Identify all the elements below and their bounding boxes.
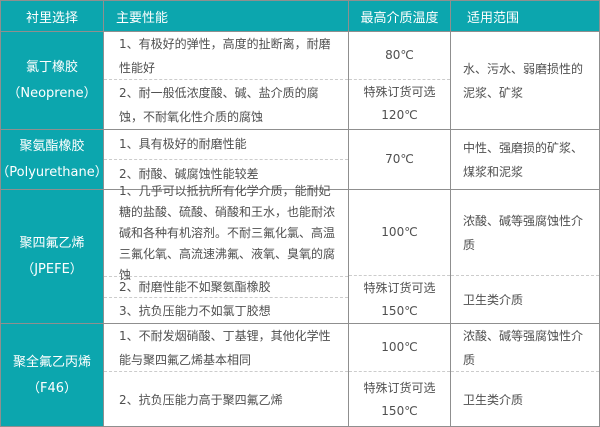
header-lining: 衬里选择 [1, 1, 104, 31]
performance-cell: 1、几乎可以抵抗所有化学介质，能耐妃糖的盐酸、硫酸、硝酸和王水，也能耐浓碱和各种… [104, 184, 349, 323]
performance-item: 2、耐一般低浓度酸、碱、盐介质的腐蚀，不耐氧化性介质的腐蚀 [119, 85, 319, 124]
performance-item: 2、耐磨性能不如聚氨酯橡胶 [104, 277, 348, 298]
temp-value: 100℃ [349, 190, 450, 277]
performance-item: 1、有极好的弹性，高度的扯断离，耐磨性能好 [104, 32, 348, 80]
performance-cell: 1、有极好的弹性，高度的扯断离，耐磨性能好 2、耐一般低浓度酸、碱、盐介质的腐蚀… [104, 32, 349, 129]
temp-line: 特殊订货可选 [363, 85, 436, 100]
material-latin-name: （JPEFE） [21, 261, 83, 277]
material-name-cell: 聚全氟乙丙烯 （F46） [1, 324, 104, 426]
temp-value: 70℃ [349, 130, 450, 189]
temp-value: 80℃ [349, 32, 450, 80]
max-temp-cell: 100℃ 特殊订货可选 150℃ [349, 324, 451, 426]
max-temp-cell: 80℃ 特殊订货可选 120℃ [349, 32, 451, 129]
material-latin-name: （Neoprene） [7, 85, 97, 101]
temp-line: 150℃ [381, 404, 418, 418]
performance-item: 3、抗负压能力不如氯丁胶想 [119, 303, 271, 318]
temp-value: 100℃ [349, 324, 450, 372]
table-row-ptfe: 聚四氟乙烯 （JPEFE） 1、几乎可以抵抗所有化学介质，能耐妃糖的盐酸、硫酸、… [1, 184, 599, 323]
performance-item: 1、不耐发烟硝酸、丁基锂，其他化学性能与聚四氟乙烯基本相同 [104, 324, 348, 372]
temp-value: 特殊订货可选 120℃ [349, 80, 450, 129]
range-value: 浓酸、碱等强腐蚀性介质 [451, 190, 599, 277]
header-performance-label: 主要性能 [116, 10, 169, 26]
performance-item: 2、抗负压能力高于聚四氟乙烯 [119, 393, 283, 407]
range-cell: 浓酸、碱等强腐蚀性介质 卫生类介质 [451, 324, 599, 426]
temp-line: 100℃ [381, 225, 418, 240]
temp-line: 150℃ [381, 303, 418, 318]
range-cell: 水、污水、弱磨损性的泥浆、矿浆 [451, 32, 599, 129]
range-value: 卫生类介质 [463, 393, 524, 407]
material-name-cell: 聚氨酯橡胶 （Polyurethane） [1, 130, 108, 189]
material-latin-name: （Polyurethane） [0, 164, 108, 180]
header-range-label: 适用范围 [467, 10, 520, 26]
table-header-row: 衬里选择 主要性能 最高介质温度 适用范围 [1, 1, 599, 31]
material-name-cell: 聚四氟乙烯 （JPEFE） [1, 190, 104, 323]
material-name: 聚全氟乙丙烯 [12, 355, 91, 370]
range-value: 水、污水、弱磨损性的泥浆、矿浆 [463, 61, 584, 100]
temp-line: 120℃ [381, 108, 418, 123]
performance-item: 1、几乎可以抵抗所有化学介质，能耐妃糖的盐酸、硫酸、硝酸和王水，也能耐浓碱和各种… [104, 184, 348, 282]
max-temp-cell: 100℃ 特殊订货可选 150℃ [349, 190, 451, 323]
performance-cell: 1、具有极好的耐磨性能 2、耐酸、碱腐蚀性能较差 [104, 130, 349, 189]
material-name-cell: 氯丁橡胶 （Neoprene） [1, 32, 104, 129]
table-row-fep: 聚全氟乙丙烯 （F46） 1、不耐发烟硝酸、丁基锂，其他化学性能与聚四氟乙烯基本… [1, 323, 599, 426]
temp-line: 80℃ [385, 47, 414, 62]
header-range: 适用范围 [451, 1, 599, 31]
max-temp-cell: 70℃ [349, 130, 451, 189]
range-cell: 中性、强磨损的矿浆、煤浆和泥浆 [451, 130, 599, 189]
range-value: 浓酸、碱等强腐蚀性介质 [451, 324, 599, 372]
range-cell: 浓酸、碱等强腐蚀性介质 卫生类介质 [451, 190, 599, 323]
material-name: 聚氨酯橡胶 [19, 138, 85, 154]
temp-line: 70℃ [385, 152, 414, 166]
temp-value: 特殊订货可选 150℃ [349, 372, 450, 426]
range-value: 中性、强磨损的矿浆、煤浆和泥浆 [463, 140, 584, 179]
temp-line: 100℃ [381, 340, 418, 354]
temp-line: 特殊订货可选 [363, 381, 436, 395]
temp-line: 特殊订货可选 [363, 280, 436, 295]
performance-item: 1、具有极好的耐磨性能 [104, 130, 348, 160]
material-name: 氯丁橡胶 [25, 59, 78, 75]
range-value: 卫生类介质 [463, 292, 524, 307]
material-name: 聚四氟乙烯 [19, 235, 85, 251]
header-performance: 主要性能 [104, 1, 349, 31]
performance-item: 2、耐酸、碱腐蚀性能较差 [119, 167, 259, 182]
performance-cell: 1、不耐发烟硝酸、丁基锂，其他化学性能与聚四氟乙烯基本相同 2、抗负压能力高于聚… [104, 324, 349, 426]
header-max-temp: 最高介质温度 [349, 1, 451, 31]
header-max-temp-label: 最高介质温度 [360, 10, 439, 26]
material-latin-name: （F46） [26, 381, 78, 396]
temp-value: 特殊订货可选 150℃ [349, 276, 450, 323]
header-lining-label: 衬里选择 [25, 10, 78, 26]
table-row-polyurethane: 聚氨酯橡胶 （Polyurethane） 1、具有极好的耐磨性能 2、耐酸、碱腐… [1, 129, 599, 189]
table-row-neoprene: 氯丁橡胶 （Neoprene） 1、有极好的弹性，高度的扯断离，耐磨性能好 2、… [1, 31, 599, 129]
